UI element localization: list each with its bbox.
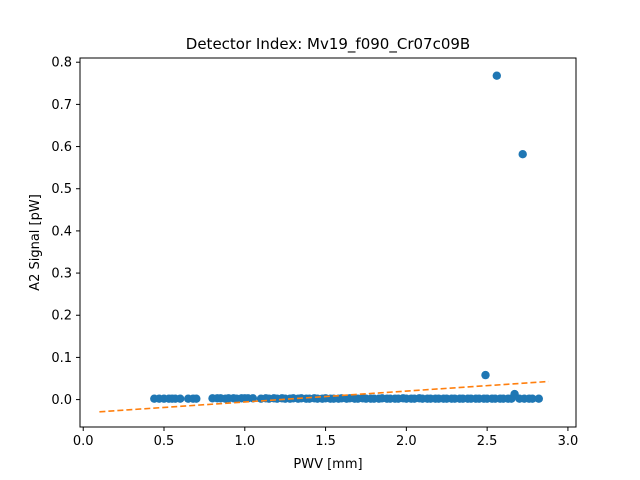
data-point	[534, 394, 543, 403]
x-tick-label: 1.0	[234, 434, 255, 449]
axis-ticks: 0.0 0.5 1.0 1.5 2.0 2.5 3.0 0.0 0.1 0.2 0.3 0.4 0.5 0…	[51, 56, 578, 449]
data-point	[176, 394, 185, 403]
x-tick-label: 0.5	[154, 434, 175, 449]
data-marks	[99, 71, 549, 413]
data-point	[248, 394, 258, 403]
y-axis-label: A2 Signal [pW]	[28, 194, 43, 291]
x-tick-label: 1.5	[315, 434, 336, 449]
y-tick-label: 0.7	[51, 98, 72, 113]
y-tick-label: 0.0	[51, 393, 72, 408]
x-tick-label: 2.0	[396, 434, 417, 449]
fit-line	[99, 380, 549, 413]
data-point	[481, 370, 490, 380]
chart-title: Detector Index: Mv19_f090_Cr07c09B	[186, 35, 470, 54]
x-axis-label: PWV [mm]	[293, 457, 362, 472]
y-tick-label: 0.5	[51, 182, 72, 197]
data-point	[492, 71, 501, 80]
x-tick-label: 2.5	[477, 434, 498, 449]
y-tick-label: 0.2	[51, 309, 72, 324]
x-tick-label: 0.0	[73, 434, 94, 449]
y-tick-label: 0.1	[51, 351, 72, 366]
y-tick-label: 0.6	[51, 140, 72, 155]
x-tick-label: 3.0	[558, 434, 579, 449]
y-tick-label: 0.3	[51, 267, 72, 282]
data-point	[528, 394, 537, 403]
data-point	[518, 150, 527, 159]
y-tick-label: 0.8	[51, 56, 72, 71]
axes-frame	[79, 57, 577, 428]
data-point	[192, 394, 201, 403]
y-tick-label: 0.4	[51, 224, 72, 239]
